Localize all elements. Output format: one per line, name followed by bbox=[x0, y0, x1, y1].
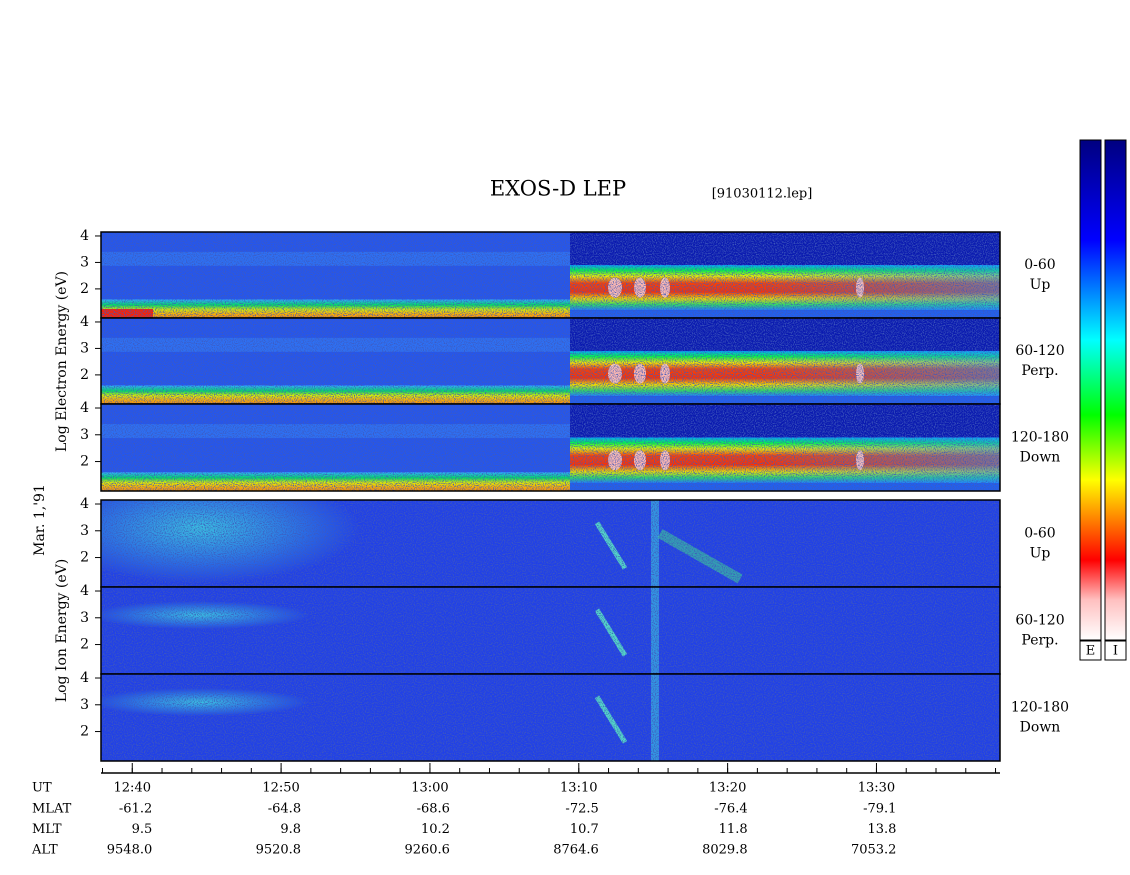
spectrogram bbox=[101, 232, 1000, 318]
ephemeris-value: 8764.6 bbox=[553, 843, 599, 858]
color-bar-label-box bbox=[1104, 640, 1127, 661]
spectrogram bbox=[101, 587, 1000, 674]
y-tick-label: 3 bbox=[80, 427, 89, 443]
noise bbox=[101, 500, 1000, 587]
y-tick-label: 2 bbox=[80, 454, 89, 470]
color-bar-label: I bbox=[1113, 644, 1118, 659]
ephemeris-value: -76.4 bbox=[714, 802, 747, 817]
ephemeris-value: 10.7 bbox=[570, 822, 599, 837]
ephemeris-value: -79.1 bbox=[863, 802, 896, 817]
noise bbox=[101, 404, 1000, 491]
ephemeris-value: -64.8 bbox=[268, 802, 301, 817]
color-bar bbox=[1079, 139, 1102, 641]
x-tick-label: 13:00 bbox=[411, 781, 448, 796]
ephemeris-value: 9548.0 bbox=[107, 843, 153, 858]
title: EXOS-D LEP bbox=[490, 177, 626, 201]
spectrogram bbox=[101, 404, 1000, 491]
panel-frame bbox=[100, 403, 1001, 492]
color-bar-label-box bbox=[1079, 640, 1102, 661]
spectrogram bbox=[101, 500, 1000, 587]
pitch-angle: 120-180 bbox=[1011, 430, 1069, 446]
direction: Up bbox=[1030, 277, 1051, 293]
y-tick-label: 2 bbox=[80, 281, 89, 297]
y-axis-label: Log Electron Energy (eV) bbox=[54, 271, 70, 452]
noise bbox=[101, 232, 1000, 318]
noise bbox=[101, 674, 1000, 761]
x-tick-label: 13:20 bbox=[709, 781, 746, 796]
ephemeris-value: 8029.8 bbox=[702, 843, 748, 858]
direction: Perp. bbox=[1021, 363, 1058, 379]
row-label: UT bbox=[32, 781, 52, 796]
ephemeris-value: 7053.2 bbox=[851, 843, 897, 858]
direction: Down bbox=[1020, 720, 1061, 736]
y-tick-label: 2 bbox=[80, 550, 89, 566]
color-bar bbox=[1104, 139, 1127, 641]
y-tick-label: 4 bbox=[80, 400, 89, 416]
row-label: MLAT bbox=[32, 802, 72, 817]
ephemeris-value: 11.8 bbox=[719, 822, 748, 837]
ephemeris-value: 9520.8 bbox=[256, 843, 302, 858]
noise bbox=[101, 318, 1000, 404]
x-tick-label: 13:30 bbox=[858, 781, 895, 796]
ephemeris-value: -68.6 bbox=[417, 802, 450, 817]
row-label: MLT bbox=[32, 822, 62, 837]
direction: Up bbox=[1030, 546, 1051, 562]
pitch-angle: 0-60 bbox=[1024, 526, 1055, 542]
ephemeris-value: -72.5 bbox=[565, 802, 598, 817]
y-tick-label: 4 bbox=[80, 314, 89, 330]
y-axis-label: Log Ion Energy (eV) bbox=[54, 559, 70, 702]
pitch-angle: 60-120 bbox=[1015, 343, 1064, 359]
y-tick-label: 3 bbox=[80, 254, 89, 270]
ephemeris-value: 9260.6 bbox=[404, 843, 450, 858]
ephemeris-value: -61.2 bbox=[119, 802, 152, 817]
spectrogram bbox=[101, 318, 1000, 404]
y-tick-label: 2 bbox=[80, 637, 89, 653]
file-name: [91030112.lep] bbox=[712, 187, 813, 202]
ephemeris-value: 10.2 bbox=[421, 822, 450, 837]
y-tick-label: 3 bbox=[80, 340, 89, 356]
pitch-angle: 0-60 bbox=[1024, 257, 1055, 273]
direction: Perp. bbox=[1021, 633, 1058, 649]
y-tick-label: 2 bbox=[80, 724, 89, 740]
x-tick-label: 12:50 bbox=[262, 781, 299, 796]
direction: Down bbox=[1020, 450, 1061, 466]
y-tick-label: 4 bbox=[80, 583, 89, 599]
ephemeris-value: 9.5 bbox=[132, 822, 153, 837]
y-tick-label: 3 bbox=[80, 523, 89, 539]
x-tick-label: 12:40 bbox=[114, 781, 151, 796]
panel-frame bbox=[100, 673, 1001, 762]
y-tick-label: 3 bbox=[80, 697, 89, 713]
color-bar-label: E bbox=[1086, 644, 1096, 659]
ephemeris-value: 13.8 bbox=[868, 822, 897, 837]
spectrogram bbox=[101, 674, 1000, 761]
y-tick-label: 2 bbox=[80, 367, 89, 383]
pitch-angle: 120-180 bbox=[1011, 700, 1069, 716]
row-label: ALT bbox=[31, 843, 58, 858]
pitch-angle: 60-120 bbox=[1015, 613, 1064, 629]
x-tick-label: 13:10 bbox=[560, 781, 597, 796]
ephemeris-value: 9.8 bbox=[280, 822, 301, 837]
y-tick-label: 3 bbox=[80, 610, 89, 626]
date-label: Mar. 1,'91 bbox=[32, 484, 48, 556]
noise bbox=[101, 587, 1000, 674]
y-tick-label: 4 bbox=[80, 228, 89, 244]
y-tick-label: 4 bbox=[80, 670, 89, 686]
y-tick-label: 4 bbox=[80, 496, 89, 512]
